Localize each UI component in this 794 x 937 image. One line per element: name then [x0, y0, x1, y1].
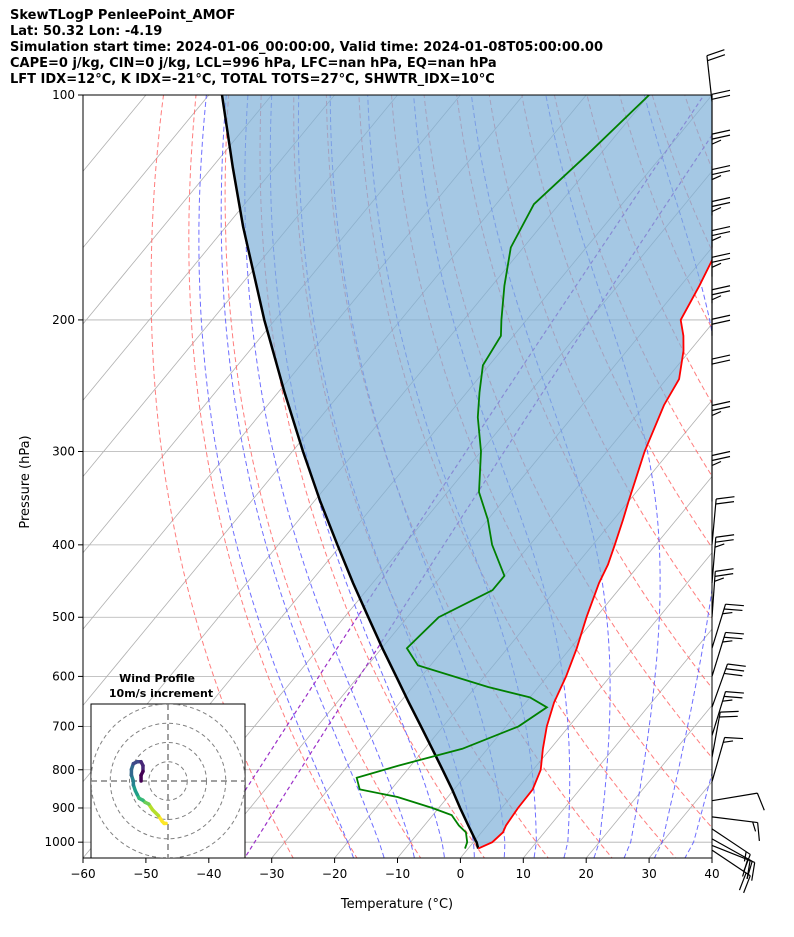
x-tick-label: 0 — [457, 867, 465, 881]
hodograph-title: Wind Profile — [119, 672, 195, 685]
cin-shading — [222, 95, 712, 849]
x-axis-label: Temperature (°C) — [340, 897, 453, 912]
wind-barb — [711, 89, 731, 141]
wind-barb — [711, 450, 731, 502]
x-tick-label: −40 — [196, 867, 221, 881]
chart-title: SkewTLogP PenleePoint_AMOF — [10, 8, 236, 23]
axes: −60 −50 −40 −30 −20 −10 0 10 20 30 40 1000 900 800 700… — [44, 88, 719, 881]
moist-adiabat-line — [684, 771, 712, 858]
wind-barb — [711, 736, 744, 782]
y-tick-label: 500 — [52, 610, 75, 624]
profiles — [220, 95, 712, 850]
y-tick-label: 200 — [52, 313, 75, 327]
y-tick-label: 1000 — [44, 835, 75, 849]
x-tick-label: −60 — [70, 867, 95, 881]
y-tick-label: 400 — [52, 538, 75, 552]
y-tick-label: 700 — [52, 719, 75, 733]
dry-adiabat-line — [259, 95, 486, 858]
moist-adiabat-line — [220, 95, 385, 858]
wind-barb — [711, 534, 735, 584]
isotherm-line — [585, 704, 712, 858]
x-tick-label: 40 — [704, 867, 719, 881]
x-tick-label: −10 — [385, 867, 410, 881]
isotherm-line — [83, 95, 84, 96]
y-axis-label: Pressure (hPa) — [18, 435, 33, 528]
wind-barb — [711, 828, 751, 872]
chart-header: SkewTLogP PenleePoint_AMOF Lat: 50.32 Lo… — [10, 8, 603, 88]
wind-barb — [711, 631, 744, 677]
wind-barb — [711, 496, 735, 545]
indices-line-1: CAPE=0 j/kg, CIN=0 j/kg, LCL=996 hPa, LF… — [10, 56, 497, 71]
x-tick-label: 30 — [641, 867, 656, 881]
wind-barb — [711, 816, 760, 841]
x-tick-label: −30 — [259, 867, 284, 881]
dry-adiabat-line — [776, 78, 794, 873]
x-tick-label: 10 — [516, 867, 531, 881]
indices-line-2: LFT IDX=12°C, K IDX=-21°C, TOTAL TOTS=27… — [10, 72, 495, 87]
location-line: Lat: 50.32 Lon: -4.19 — [10, 24, 163, 39]
wind-barb — [711, 314, 731, 366]
wind-barb — [711, 400, 731, 452]
isotherm-line — [522, 628, 712, 858]
y-tick-label: 900 — [52, 801, 75, 815]
dry-adiabat-line — [553, 95, 712, 478]
wind-barb — [711, 710, 739, 758]
x-tick-label: 20 — [579, 867, 594, 881]
temperature-profile-line — [477, 258, 712, 850]
moist-adiabat-line — [198, 95, 355, 858]
x-tick-label: −20 — [322, 867, 347, 881]
dry-adiabat-line — [150, 95, 294, 858]
moist-adiabat-line — [643, 95, 712, 858]
moist-adiabat-line — [545, 95, 661, 858]
y-tick-label: 300 — [52, 444, 75, 458]
wind-barb — [711, 691, 744, 736]
isotherm-line — [83, 95, 210, 249]
parcel-profile-line — [220, 95, 480, 849]
y-tick-label: 100 — [52, 88, 75, 102]
dry-adiabat-line — [744, 78, 794, 873]
isotherm-line — [83, 95, 273, 325]
dry-adiabat-line — [224, 95, 422, 858]
y-tick-label: 800 — [52, 763, 75, 777]
hodograph-ring — [148, 761, 188, 801]
dewpoint-profile-line — [355, 95, 650, 849]
wind-barbs — [706, 49, 765, 894]
mixing-ratio-line — [243, 134, 712, 858]
y-tick-label: 600 — [52, 669, 75, 683]
wind-barb — [711, 603, 744, 649]
dry-adiabat-line — [712, 78, 794, 873]
wind-barb — [711, 129, 731, 181]
wind-barb — [711, 285, 731, 336]
wind-barb — [711, 354, 731, 406]
moist-adiabat-line — [244, 95, 415, 858]
isotherm-line — [711, 857, 712, 858]
x-tick-label: −50 — [133, 867, 158, 881]
wind-barb — [706, 49, 726, 102]
wind-barb — [711, 663, 746, 708]
dry-adiabat-line — [188, 95, 358, 858]
time-line: Simulation start time: 2024-01-06_00:00:… — [10, 40, 603, 55]
wind-barb — [711, 226, 731, 277]
hodograph-inset: Wind Profile 10m/s increment — [90, 672, 246, 859]
wind-barb — [711, 792, 765, 811]
wind-barb — [711, 568, 734, 618]
isotherm-line — [459, 552, 712, 858]
hodograph-subtitle: 10m/s increment — [109, 687, 213, 700]
